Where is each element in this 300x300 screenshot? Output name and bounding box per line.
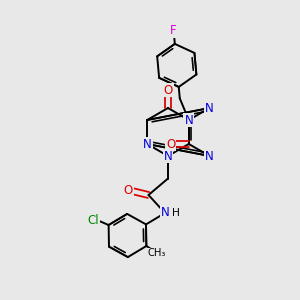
Text: N: N — [184, 113, 193, 127]
Text: F: F — [170, 24, 177, 37]
Text: O: O — [164, 83, 172, 97]
Text: O: O — [166, 137, 176, 151]
Text: N: N — [205, 101, 214, 115]
Text: N: N — [164, 149, 172, 163]
Text: O: O — [124, 184, 133, 197]
Text: N: N — [143, 137, 152, 151]
Text: N: N — [205, 149, 214, 163]
Text: Cl: Cl — [88, 214, 99, 227]
Text: CH₃: CH₃ — [148, 248, 166, 259]
Text: N: N — [160, 206, 169, 220]
Text: H: H — [172, 208, 180, 218]
